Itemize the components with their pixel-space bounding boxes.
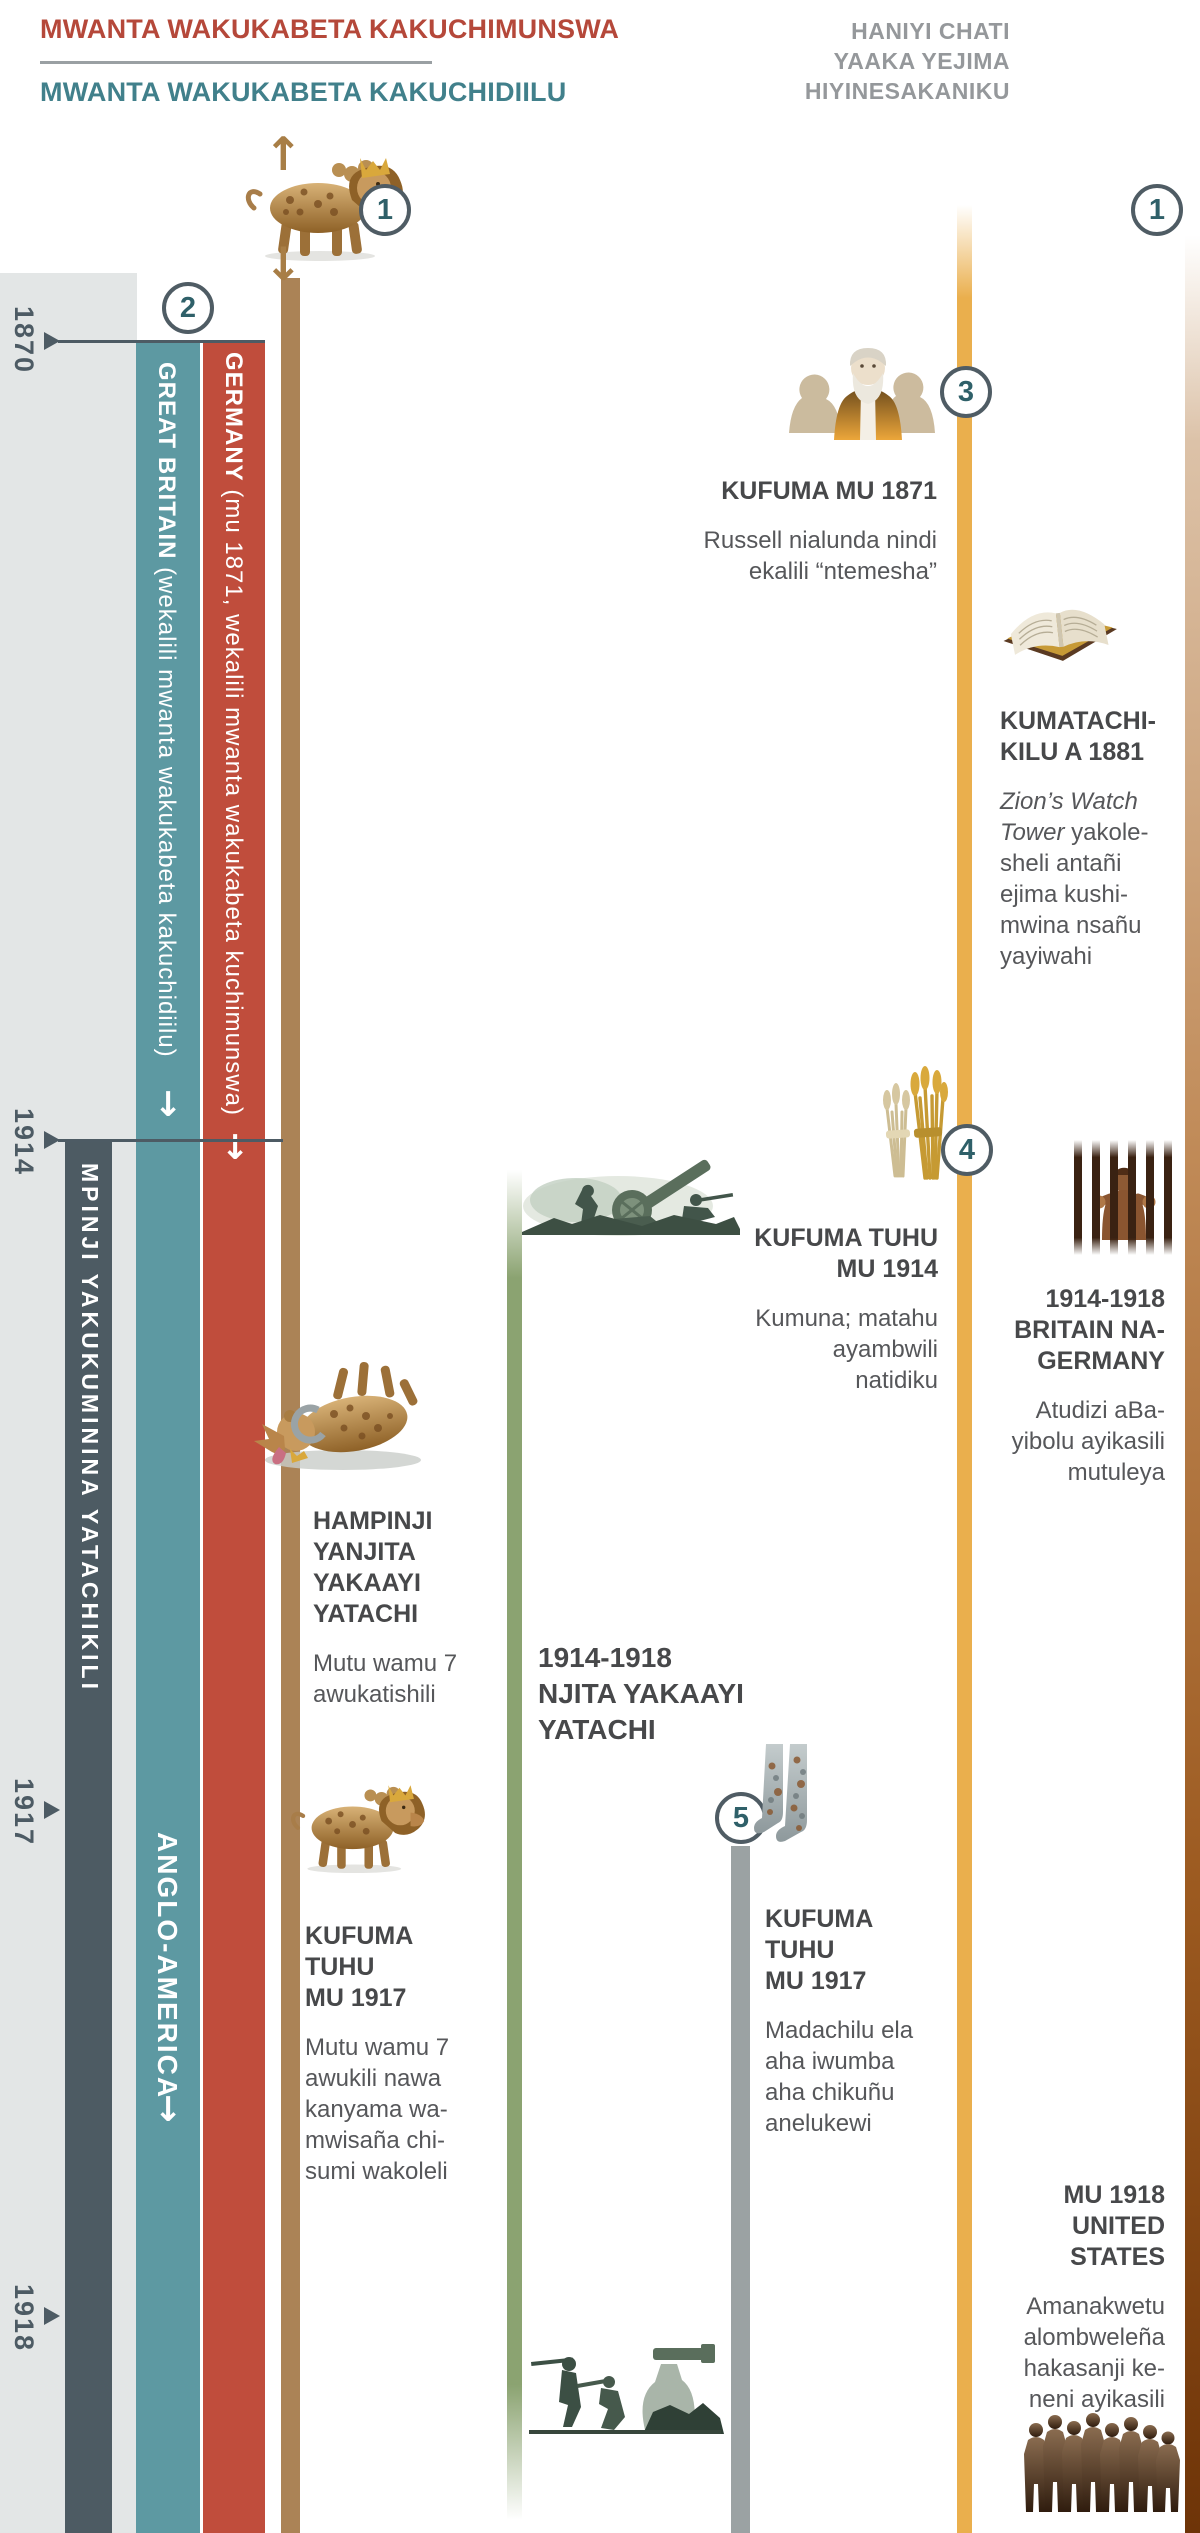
event-us-1918-title: MU 1918 UNITED STATES: [1063, 2181, 1165, 2271]
year-1914: 1914: [9, 1108, 39, 1177]
year-1917: 1917: [9, 1778, 39, 1847]
down-arrow-icon: ↓: [264, 237, 303, 291]
event-feet: KUFUMA TUHU MU 1917 Madachilu ela aha iw…: [765, 1886, 970, 2157]
event-us-1918-body: Amanakwetu alombweleña hakasanji ke- nen…: [1023, 2293, 1165, 2413]
anglo-america-bar-label: ANGLO-AMERICA: [152, 1832, 183, 2100]
up-arrow-icon: ↑: [264, 127, 303, 181]
machine-gun-battle-icon: [529, 2344, 724, 2434]
year-1914-line: [58, 1139, 283, 1142]
revived-beast-icon: [291, 1785, 425, 1874]
world-war-bar: [507, 1170, 522, 2520]
event-feet-body: Madachilu ela aha iwumba aha chikuñu ane…: [765, 2017, 914, 2137]
marker-4-harvest: 4: [941, 1124, 993, 1176]
year-1870-marker-icon: [44, 332, 60, 350]
event-war: 1914-1918 NJITA YAKAAYI YATACHI: [538, 1622, 828, 1766]
title-divider: [40, 61, 432, 64]
artillery-battle-icon: [522, 1159, 740, 1236]
event-watchtower: KUMATACHI- KILU A 1881 Zion’s Watch Towe…: [1000, 688, 1190, 990]
germany-down-arrow-icon: ↓: [220, 1128, 250, 1168]
event-us-1918: MU 1918 UNITED STATES Amanakwetu alombwe…: [965, 2162, 1165, 2433]
germany-bar-label-rest: (mu 1871, wekalili mwanta wakukabeta kuc…: [220, 481, 247, 1116]
anointed-bar: [957, 205, 972, 2533]
event-russell-body: Russell nialunda nindi ekalili “ntemesha…: [703, 527, 937, 585]
event-persecution-body: Atudizi aBa- yibolu ayikasili mutuleya: [1011, 1397, 1165, 1486]
event-watchtower-title: KUMATACHI- KILU A 1881: [1000, 707, 1156, 766]
event-persecution: 1914-1918 BRITAIN NA- GERMANY Atudizi aB…: [965, 1266, 1165, 1506]
marker-2-powers: 2: [162, 282, 214, 334]
great-britain-down-arrow-icon: ↓: [153, 1085, 183, 1125]
event-persecution-title: 1914-1918 BRITAIN NA- GERMANY: [1014, 1285, 1165, 1375]
chart-note: HANIYI CHATI YAAKA YEJIMA HIYINESAKANIKU: [804, 18, 1010, 104]
watchtower-book-icon: [1003, 609, 1117, 661]
seventh-power-bar: [1185, 235, 1200, 2533]
event-beast-wounded: HAMPINJI YANJITA YAKAAYI YATACHI Mutu wa…: [313, 1488, 533, 1728]
event-harvest-body: Kumuna; matahu ayambwili natidiku: [755, 1305, 938, 1394]
year-1914-marker-icon: [44, 1131, 60, 1149]
event-watchtower-body: Zion’s Watch Tower yakole- sheli antañi …: [1000, 786, 1190, 972]
marker-3-russell: 3: [940, 366, 992, 418]
title-teal: MWANTA WAKUKABETA KAKUCHIDIILU: [40, 77, 567, 107]
last-days-bar: [65, 1142, 112, 2533]
last-days-bar-label: MPINJI YAKUKUMININA YATACHIKILI: [77, 1163, 103, 1693]
marker-1-power: 1: [1131, 184, 1183, 236]
beast-bar: [281, 278, 300, 2533]
great-britain-bar-label-rest: (wekalili mwanta wakukabeta kakuchidiilu…: [153, 559, 180, 1058]
great-britain-bar-label-bold: GREAT BRITAIN: [153, 362, 180, 560]
iron-clay-feet-icon: [754, 1744, 807, 1842]
event-russell-title: KUFUMA MU 1871: [721, 477, 937, 505]
marker-1-beast: 1: [359, 184, 411, 236]
year-1918-marker-icon: [44, 2307, 60, 2325]
event-harvest-title: KUFUMA TUHU MU 1914: [754, 1224, 938, 1283]
event-russell: KUFUMA MU 1871 Russell nialunda nindi ek…: [637, 458, 937, 605]
germany-bar: [203, 343, 265, 2533]
event-harvest: KUFUMA TUHU MU 1914 Kumuna; matahu ayamb…: [638, 1205, 938, 1414]
event-beast-wounded-body: Mutu wamu 7 awukatishili: [313, 1650, 458, 1708]
anglo-america-down-arrow-icon: ↓: [153, 2090, 183, 2130]
year-1917-marker-icon: [44, 1801, 60, 1819]
title-red: MWANTA WAKUKABETA KAKUCHIMUNSWA: [40, 14, 620, 44]
germany-bar-label: GERMANY (mu 1871, wekalili mwanta wakuka…: [219, 352, 247, 1116]
brothers-group-icon: [1024, 2413, 1180, 2512]
russell-portrait-icon: [789, 348, 935, 440]
prisoner-bars-icon: [1074, 1140, 1172, 1255]
year-1870-line: [58, 340, 265, 343]
event-beast-revived-body: Mutu wamu 7 awukili nawa kanyama wa- mwi…: [305, 2034, 450, 2185]
wheat-harvest-icon: [883, 1066, 948, 1180]
event-feet-title: KUFUMA TUHU MU 1917: [765, 1905, 874, 1995]
great-britain-bar-label: GREAT BRITAIN (wekalili mwanta wakukabet…: [152, 362, 180, 1058]
year-1918: 1918: [9, 2284, 39, 2353]
feet-bar: [731, 1846, 750, 2533]
wounded-beast-icon: [254, 1361, 421, 1470]
event-watchtower-body-italic: Zion’s Watch Tower: [1000, 788, 1138, 846]
germany-bar-label-bold: GERMANY: [220, 352, 247, 482]
event-watchtower-body-rest: yakole- sheli antañi ejima kushi- mwina …: [1000, 819, 1149, 970]
event-war-title: 1914-1918 NJITA YAKAAYI YATACHI: [538, 1642, 744, 1745]
event-beast-revived: KUFUMA TUHU MU 1917 Mutu wamu 7 awukili …: [305, 1903, 520, 2205]
year-1870: 1870: [9, 306, 39, 375]
event-beast-wounded-title: HAMPINJI YANJITA YAKAAYI YATACHI: [313, 1507, 433, 1628]
great-britain-bar: [136, 343, 200, 2533]
event-beast-revived-title: KUFUMA TUHU MU 1917: [305, 1922, 414, 2012]
